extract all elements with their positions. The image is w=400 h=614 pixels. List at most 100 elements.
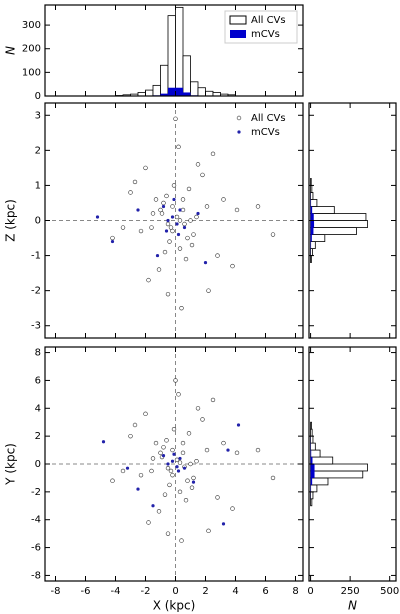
hist-bar xyxy=(168,87,176,96)
x-axis-label: N xyxy=(348,599,357,613)
y-axis-label: Z (kpc) xyxy=(4,199,18,242)
y-tick-label: 3 xyxy=(35,110,41,121)
mcv-point xyxy=(196,211,200,216)
cv-point xyxy=(255,447,261,453)
cv-point xyxy=(206,288,211,293)
cv-point xyxy=(180,440,186,446)
legend-swatch xyxy=(229,15,247,25)
panel-frame xyxy=(44,4,304,97)
y-tick-label: 0 xyxy=(35,216,41,227)
x-tick-label: 2 xyxy=(202,586,208,597)
hist-bar xyxy=(310,255,312,263)
cv-point xyxy=(200,172,205,178)
hist-bar xyxy=(160,64,169,97)
x-tick-label: 0 xyxy=(172,586,178,597)
cv-point xyxy=(188,218,193,223)
cv-point xyxy=(162,492,168,497)
cv-point xyxy=(204,447,210,453)
cv-point xyxy=(158,450,163,456)
cv-point xyxy=(110,478,115,483)
cv-point xyxy=(162,249,168,255)
cv-point xyxy=(164,193,169,199)
mcv-point xyxy=(136,487,140,491)
cv-point xyxy=(180,197,186,202)
y-tick-label: 300 xyxy=(22,20,41,31)
x-tick-label: 0 xyxy=(307,586,313,597)
cv-point xyxy=(188,461,193,467)
hist-bar xyxy=(310,234,326,242)
cv-point xyxy=(194,459,199,464)
cv-point xyxy=(143,165,148,171)
legend-label: All CVs xyxy=(251,15,286,26)
cv-point xyxy=(191,475,196,481)
y-tick-label: 100 xyxy=(22,67,41,78)
cv-point xyxy=(149,468,154,474)
cv-point xyxy=(165,221,171,227)
cv-point xyxy=(195,406,201,411)
hist-bar xyxy=(310,421,312,430)
hist-bar xyxy=(310,450,312,458)
mcv-point xyxy=(95,215,100,219)
mcv-point xyxy=(101,440,106,444)
cv-point xyxy=(161,200,166,206)
cv-point xyxy=(132,179,138,185)
cv-point xyxy=(149,225,154,230)
cv-point xyxy=(153,197,159,202)
cv-point xyxy=(120,468,126,474)
mcv-point xyxy=(178,208,182,212)
cv-point xyxy=(167,482,172,488)
cv-point xyxy=(176,144,181,150)
cv-point xyxy=(215,253,220,258)
hist-bar xyxy=(145,89,154,97)
hist-bar xyxy=(310,241,316,249)
cv-point xyxy=(255,204,261,209)
cv-point xyxy=(171,183,177,188)
mcv-point xyxy=(175,222,179,226)
legend-swatch xyxy=(237,130,241,134)
mcv-point xyxy=(176,232,181,237)
cv-point xyxy=(150,456,156,461)
hist-bar xyxy=(310,185,313,193)
cv-point xyxy=(165,531,171,536)
hist-bar xyxy=(310,435,314,444)
cv-point xyxy=(143,411,148,417)
cv-point xyxy=(186,431,192,436)
hist-bar xyxy=(310,220,315,228)
cv-point xyxy=(183,498,189,503)
cv-point xyxy=(185,478,190,483)
cv-point xyxy=(177,460,183,465)
y-tick-label: -3 xyxy=(31,321,41,332)
cv-point xyxy=(221,197,226,202)
cv-point xyxy=(132,422,138,428)
cv-point xyxy=(171,426,177,432)
mcv-point xyxy=(182,466,187,470)
hist-bar xyxy=(310,213,314,221)
hist-bar xyxy=(310,498,313,507)
mcv-point xyxy=(178,456,182,461)
hist-bar xyxy=(310,456,334,465)
cv-point xyxy=(146,520,151,525)
mcv-point xyxy=(226,448,230,452)
x-tick-label: -4 xyxy=(111,586,121,597)
y-tick-label: -1 xyxy=(31,251,41,262)
cv-point xyxy=(174,457,180,463)
hist-bar xyxy=(310,248,313,256)
hist-bar xyxy=(310,484,318,493)
cv-point xyxy=(200,417,205,422)
cv-point xyxy=(164,438,169,443)
hist-bar xyxy=(310,428,313,437)
mcv-point xyxy=(151,504,155,508)
legend-swatch xyxy=(236,115,242,121)
cv-point xyxy=(185,235,190,241)
cv-point xyxy=(194,214,199,220)
legend-label: mCVs xyxy=(251,29,280,40)
x-tick-label: -6 xyxy=(81,586,91,597)
hist-bar xyxy=(310,477,329,486)
cv-point xyxy=(179,305,184,311)
mcv-point xyxy=(110,239,115,244)
cv-point xyxy=(170,447,175,453)
hist-bar xyxy=(310,470,315,478)
x-tick-label: 250 xyxy=(341,586,360,597)
cv-point xyxy=(138,228,144,234)
